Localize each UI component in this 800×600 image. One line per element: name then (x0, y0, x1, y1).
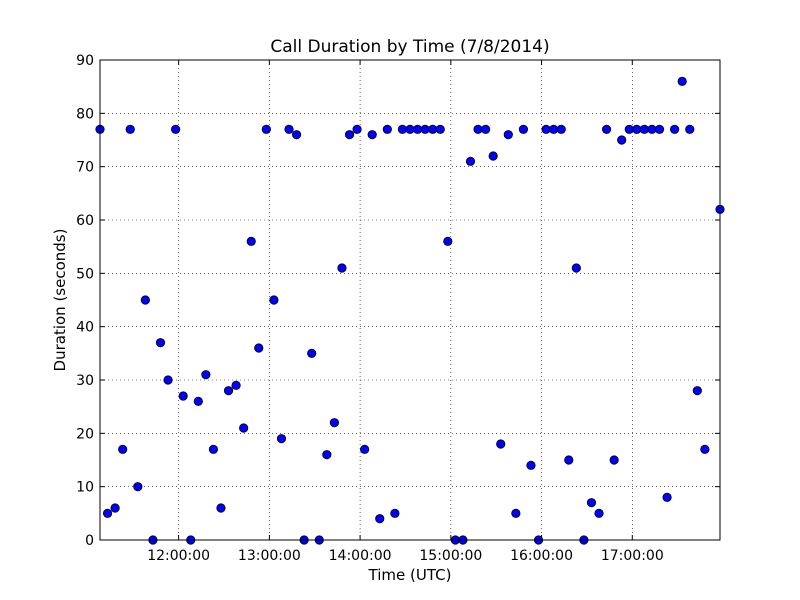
data-point (261, 124, 271, 134)
data-point (284, 124, 294, 134)
data-point (171, 124, 181, 134)
data-point (662, 492, 672, 502)
data-point (481, 124, 491, 134)
data-points (95, 76, 725, 545)
data-point (496, 439, 506, 449)
data-point (208, 444, 219, 454)
data-point (594, 508, 604, 518)
data-point (397, 124, 408, 134)
data-point (624, 124, 634, 134)
data-point (360, 444, 370, 454)
data-point (654, 124, 665, 134)
data-point (269, 295, 279, 305)
x-tick-label: 14:00:00 (329, 548, 392, 564)
data-point (677, 76, 687, 86)
x-tick-label: 17:00:00 (601, 548, 664, 564)
axis-ticks (100, 59, 720, 541)
data-point (420, 124, 430, 134)
data-point (375, 514, 385, 524)
data-point (322, 450, 332, 460)
data-point (367, 130, 377, 140)
data-point (428, 124, 438, 134)
data-point (102, 508, 113, 518)
y-tick-label: 10 (76, 480, 94, 496)
data-point (465, 156, 476, 166)
data-point (518, 124, 529, 134)
data-point (246, 236, 256, 246)
data-point (609, 455, 619, 465)
data-point (223, 386, 234, 396)
x-tick-labels: 12:00:00 13:00:00 14:00:00 15:00:00 16:00:00… (147, 548, 664, 564)
data-point (685, 124, 695, 134)
data-point (178, 391, 188, 401)
data-point (571, 263, 581, 273)
data-point (692, 386, 702, 396)
data-point (435, 124, 445, 134)
y-tick-label: 30 (76, 373, 94, 389)
y-tick-label: 80 (76, 106, 94, 122)
data-point (163, 375, 173, 385)
data-point (193, 396, 203, 406)
data-point (291, 130, 302, 140)
y-tick-label: 50 (76, 266, 94, 282)
data-point (488, 151, 498, 161)
data-point (352, 124, 362, 134)
data-point (443, 236, 453, 246)
data-point (639, 124, 649, 134)
data-point (412, 124, 423, 134)
data-point (503, 130, 513, 140)
data-point (155, 338, 166, 348)
data-point (564, 455, 574, 465)
y-tick-labels: 0 10 20 30 40 50 60 70 80 90 (76, 53, 94, 549)
y-tick-label: 70 (76, 160, 94, 176)
data-point (125, 124, 135, 134)
data-point (201, 370, 211, 380)
data-point (140, 295, 150, 305)
data-point (276, 434, 287, 444)
chart-title: Call Duration by Time (7/8/2014) (270, 37, 549, 57)
data-point (405, 124, 415, 134)
y-tick-label: 90 (76, 53, 94, 69)
data-point (617, 135, 627, 145)
data-point (526, 460, 536, 470)
data-point (307, 348, 317, 358)
x-tick-label: 16:00:00 (510, 548, 573, 564)
data-point (511, 508, 521, 518)
data-point (632, 124, 642, 134)
data-point (110, 503, 120, 513)
x-axis-label: Time (UTC) (368, 566, 452, 584)
data-point (133, 482, 143, 492)
data-point (473, 124, 483, 134)
y-axis-label: Duration (seconds) (51, 229, 69, 372)
data-point (586, 498, 597, 508)
y-tick-label: 60 (76, 213, 94, 229)
data-point (231, 380, 241, 390)
data-point (556, 124, 566, 134)
data-point (700, 444, 710, 454)
data-point (670, 124, 680, 134)
data-point (239, 423, 249, 433)
data-point (541, 124, 551, 134)
x-tick-label: 15:00:00 (419, 548, 482, 564)
data-point (549, 124, 559, 134)
data-point (216, 503, 226, 513)
y-tick-label: 0 (85, 533, 94, 549)
plot-frame (99, 59, 721, 541)
data-point (647, 124, 657, 134)
x-tick-label: 12:00:00 (147, 548, 210, 564)
y-tick-label: 20 (76, 426, 94, 442)
x-tick-label: 13:00:00 (238, 548, 301, 564)
y-tick-label: 40 (76, 320, 94, 336)
data-point (390, 508, 400, 518)
data-point (254, 343, 264, 353)
data-point (329, 418, 339, 428)
data-point (382, 124, 392, 134)
data-point (601, 124, 612, 134)
data-point (344, 130, 355, 140)
data-point (337, 263, 347, 273)
data-point (118, 444, 128, 454)
